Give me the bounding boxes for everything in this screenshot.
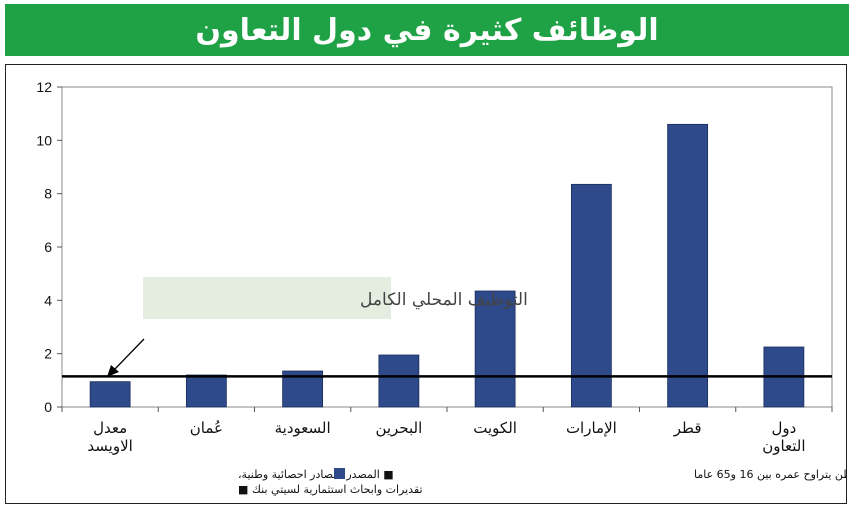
y-tick-label: 6 <box>44 239 52 255</box>
chart-frame: 0 2 4 6 8 10 12 معدل الاويسد عُمان السعودية البحري… <box>5 64 847 504</box>
legend-swatch <box>334 468 345 479</box>
y-tick-label: 8 <box>44 186 52 202</box>
bar <box>378 354 420 408</box>
bar <box>89 381 131 408</box>
y-tick-label: 10 <box>36 132 52 148</box>
category-label: الكويت <box>473 419 517 437</box>
category-label: عُمان <box>190 419 223 437</box>
category-label: الاويسد <box>87 437 132 455</box>
banner-title: الوظائف كثيرة في دول التعاون <box>195 12 659 48</box>
y-tick-label: 0 <box>44 399 52 415</box>
category-label: البحرين <box>375 419 422 437</box>
banner: الوظائف كثيرة في دول التعاون <box>5 4 849 56</box>
y-tick-label: 2 <box>44 346 52 362</box>
source-line-2: تقديرات وابحاث استثمارية لسيتي بنك ■ <box>238 483 423 496</box>
annotation-arrow <box>113 338 145 371</box>
x-axis <box>61 407 833 412</box>
category-label: معدل <box>93 419 127 437</box>
y-axis: 0 2 4 6 8 10 12 <box>36 79 62 415</box>
bar <box>185 374 227 408</box>
arrow-head <box>107 365 119 377</box>
legend-label: عدد فرص العمل المتوافرة لكل مواطن يتراوح… <box>694 468 846 481</box>
category-label: التعاون <box>762 437 805 455</box>
category-label: قطر <box>673 419 702 437</box>
bar <box>474 290 516 408</box>
y-tick-label: 12 <box>36 79 52 95</box>
y-tick-label: 4 <box>44 292 52 308</box>
category-label: دول <box>771 419 796 437</box>
category-label: الإمارات <box>566 419 617 437</box>
category-label: السعودية <box>275 419 331 437</box>
plot-area <box>61 86 833 408</box>
annotation-box <box>143 277 391 319</box>
annotation-label: التوظيف المحلي الكامل <box>360 290 528 310</box>
bar <box>667 123 709 408</box>
bar <box>570 183 612 408</box>
source-line-1: ■ المصدر: مصادر احصائية وطنية، <box>238 468 394 481</box>
